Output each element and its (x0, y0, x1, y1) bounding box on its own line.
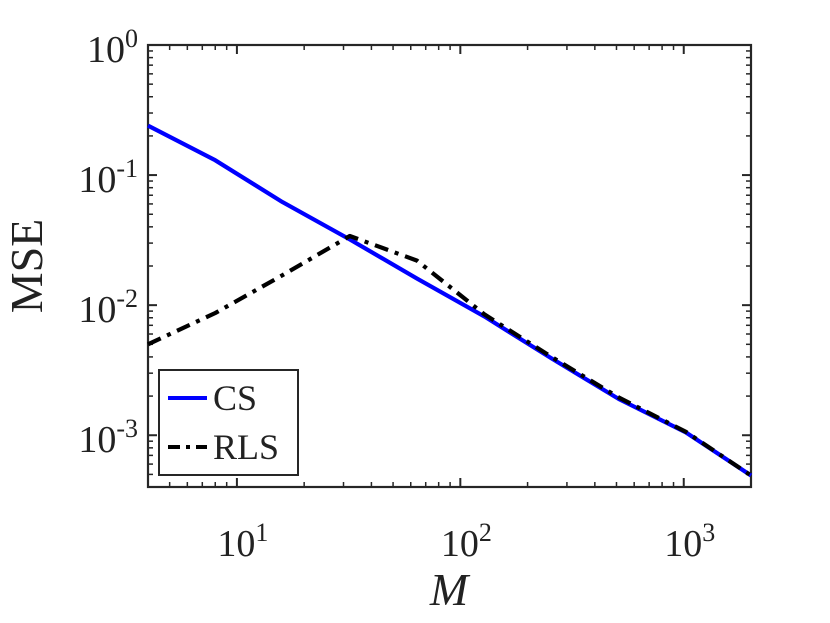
major-ticks (148, 44, 751, 487)
y-tick-label: 10-2 (78, 284, 138, 331)
minor-ticks (147, 45, 752, 488)
y-tick-label: 100 (87, 24, 138, 71)
x-tick-label: 102 (441, 518, 492, 565)
x-tick-label: 101 (217, 518, 268, 565)
tick-labels: 101 102 103 100 10-1 10-2 10-3 (78, 24, 715, 565)
legend-label-cs: CS (213, 378, 257, 418)
y-axis-label: MSE (1, 219, 52, 314)
x-axis-label: M (429, 564, 471, 615)
series-layer (147, 123, 753, 478)
legend: CS RLS (158, 369, 299, 476)
legend-box (158, 369, 299, 476)
legend-label-rls: RLS (213, 427, 279, 467)
y-tick-label: 10-1 (78, 154, 138, 201)
x-tick-label: 103 (664, 518, 715, 565)
y-tick-label: 10-3 (78, 414, 138, 461)
series-line-rls (147, 233, 753, 478)
